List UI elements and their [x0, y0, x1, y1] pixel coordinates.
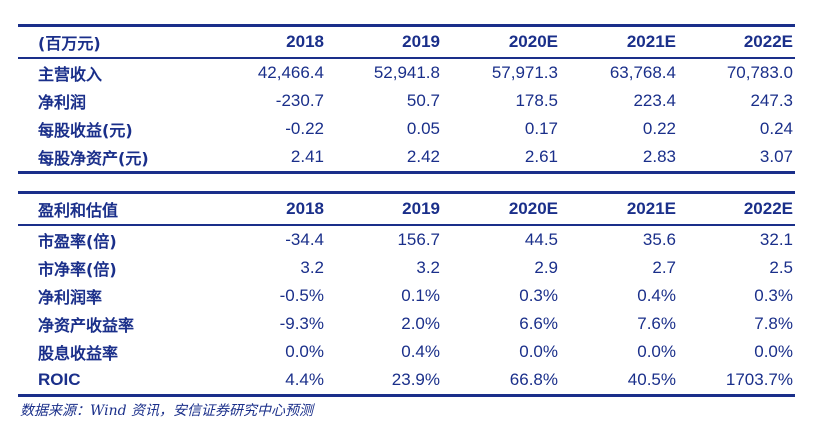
table-row: 市盈率(倍) -34.4 156.7 44.5 35.6 32.1 [18, 226, 795, 254]
table-row: 净资产收益率 -9.3% 2.0% 6.6% 7.6% 7.8% [18, 310, 795, 338]
table-header: (百万元) 2018 2019 2020E 2021E 2022E [18, 24, 795, 59]
cell-value: 0.4% [401, 342, 440, 361]
financial-summary-table: (百万元) 2018 2019 2020E 2021E 2022E 主营收入 42,466.… [18, 24, 795, 174]
cell-value: 40.5% [627, 370, 676, 389]
cell-value: 3.07 [759, 147, 793, 166]
cell-value: 0.3% [754, 286, 793, 305]
cell-value: 6.6% [519, 314, 558, 333]
row-label: 市盈率(倍) [38, 232, 117, 251]
column-header: 2018 [286, 32, 324, 51]
column-header: 2020E [508, 32, 558, 51]
row-label: 主营收入 [38, 65, 103, 84]
cell-value: 66.8% [509, 370, 558, 389]
cell-value: -230.7 [275, 91, 324, 110]
cell-value: 23.9% [391, 370, 440, 389]
cell-value: 178.5 [515, 91, 558, 110]
column-header: 2022E [743, 32, 793, 51]
cell-value: 2.61 [524, 147, 558, 166]
column-header: 2020E [508, 199, 558, 218]
cell-value: 42,466.4 [257, 63, 324, 82]
cell-value: 2.9 [534, 258, 558, 277]
column-header: 2021E [626, 199, 676, 218]
table-header: 盈利和估值 2018 2019 2020E 2021E 2022E [18, 191, 795, 226]
column-header: (百万元) [38, 34, 101, 53]
cell-value: 63,768.4 [609, 63, 676, 82]
cell-value: 2.83 [642, 147, 676, 166]
cell-value: 0.3% [519, 286, 558, 305]
column-header: 盈利和估值 [38, 201, 119, 220]
column-header: 2018 [286, 199, 324, 218]
table-row: 主营收入 42,466.4 52,941.8 57,971.3 63,768.4 70,7… [18, 59, 795, 87]
cell-value: 223.4 [633, 91, 676, 110]
table-row: 每股收益(元) -0.22 0.05 0.17 0.22 0.24 [18, 115, 795, 143]
cell-value: 0.17 [524, 119, 558, 138]
cell-value: 0.1% [401, 286, 440, 305]
row-label: 每股收益(元) [38, 121, 133, 140]
row-label: 股息收益率 [38, 344, 119, 363]
cell-value: 0.05 [406, 119, 440, 138]
column-header: 2022E [743, 199, 793, 218]
cell-value: 0.4% [637, 286, 676, 305]
table-row: 每股净资产(元) 2.41 2.42 2.61 2.83 3.07 [18, 143, 795, 171]
cell-value: 156.7 [397, 230, 440, 249]
row-label: 净利润率 [38, 288, 103, 307]
cell-value: 2.41 [290, 147, 324, 166]
cell-value: 32.1 [759, 230, 793, 249]
cell-value: 7.6% [637, 314, 676, 333]
cell-value: 52,941.8 [373, 63, 440, 82]
cell-value: 2.42 [406, 147, 440, 166]
cell-value: 2.5 [769, 258, 793, 277]
cell-value: 1703.7% [725, 370, 793, 389]
row-label: 市净率(倍) [38, 260, 117, 279]
cell-value: 0.22 [642, 119, 676, 138]
table-row: 股息收益率 0.0% 0.4% 0.0% 0.0% 0.0% [18, 338, 795, 366]
valuation-table: 盈利和估值 2018 2019 2020E 2021E 2022E 市盈率(倍) -34.4… [18, 191, 795, 397]
cell-value: -0.22 [285, 119, 324, 138]
cell-value: 7.8% [754, 314, 793, 333]
cell-value: 0.0% [519, 342, 558, 361]
cell-value: 50.7 [406, 91, 440, 110]
cell-value: 4.4% [285, 370, 324, 389]
row-label: 净利润 [38, 93, 87, 112]
cell-value: -9.3% [279, 314, 324, 333]
cell-value: 35.6 [642, 230, 676, 249]
row-label: 净资产收益率 [38, 316, 135, 335]
row-label: 每股净资产(元) [38, 149, 149, 168]
cell-value: 57,971.3 [491, 63, 558, 82]
cell-value: 3.2 [416, 258, 440, 277]
cell-value: 0.0% [285, 342, 324, 361]
row-label: ROIC [38, 370, 81, 389]
source-note: 数据来源：Wind 资讯，安信证券研究中心预测 [20, 403, 314, 419]
column-header: 2019 [402, 32, 440, 51]
cell-value: 0.0% [637, 342, 676, 361]
cell-value: 44.5 [524, 230, 558, 249]
cell-value: -0.5% [279, 286, 324, 305]
table-row: 净利润 -230.7 50.7 178.5 223.4 247.3 [18, 87, 795, 115]
table-row: ROIC 4.4% 23.9% 66.8% 40.5% 1703.7% [18, 366, 795, 394]
cell-value: 2.0% [401, 314, 440, 333]
table-row: 净利润率 -0.5% 0.1% 0.3% 0.4% 0.3% [18, 282, 795, 310]
table-body: 市盈率(倍) -34.4 156.7 44.5 35.6 32.1 市净率(倍) 3.2 3.2… [18, 226, 795, 397]
table-row: 市净率(倍) 3.2 3.2 2.9 2.7 2.5 [18, 254, 795, 282]
cell-value: 0.0% [754, 342, 793, 361]
cell-value: -34.4 [285, 230, 324, 249]
column-header: 2019 [402, 199, 440, 218]
cell-value: 247.3 [750, 91, 793, 110]
cell-value: 0.24 [759, 119, 793, 138]
cell-value: 2.7 [652, 258, 676, 277]
cell-value: 70,783.0 [726, 63, 793, 82]
cell-value: 3.2 [300, 258, 324, 277]
table-body: 主营收入 42,466.4 52,941.8 57,971.3 63,768.4 70,7… [18, 59, 795, 174]
column-header: 2021E [626, 32, 676, 51]
